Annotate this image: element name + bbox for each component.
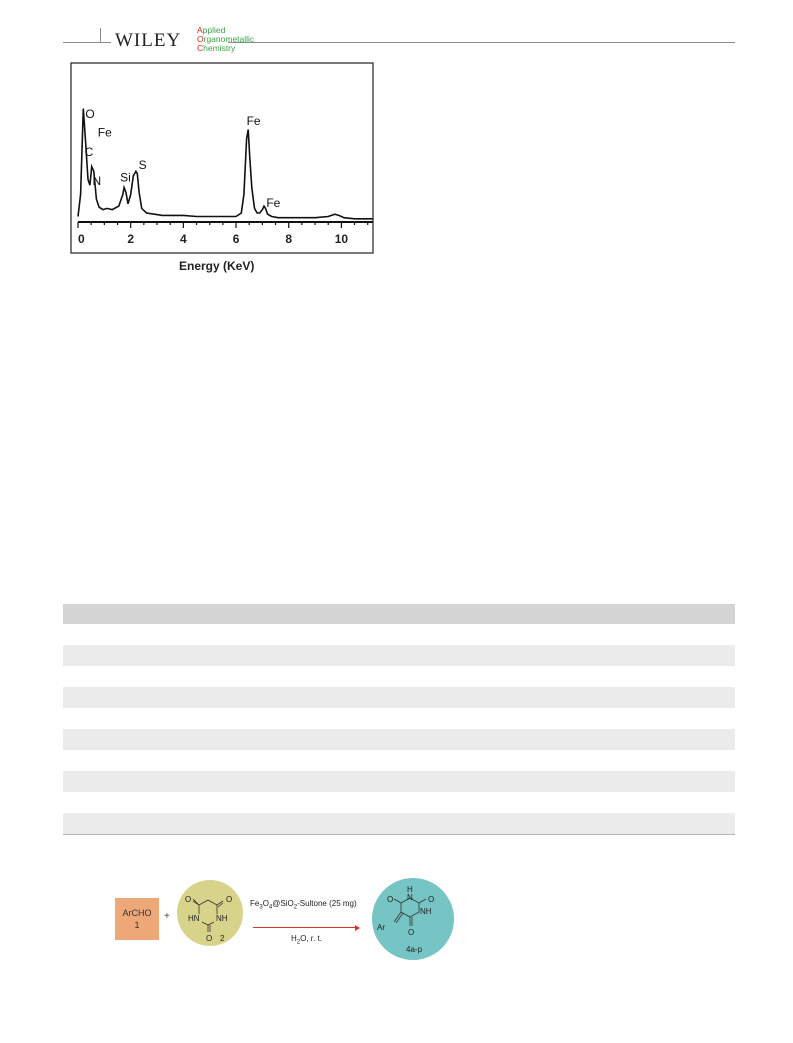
data-table <box>63 604 735 834</box>
atom-label: O <box>226 895 232 904</box>
reaction-arrow-head <box>355 924 360 931</box>
journal-line-3: Chemistry <box>197 43 236 53</box>
spectrum-line <box>77 108 373 220</box>
x-tick-label: 2 <box>127 232 134 246</box>
publisher-logo: WILEY <box>115 30 182 51</box>
atom-label: O <box>206 934 212 943</box>
barbituric-acid-structure: O O HN NH O 2 <box>185 895 232 943</box>
atom-label: N <box>407 893 413 902</box>
barbituric-acid-circle <box>177 880 243 946</box>
journal-logo: Applied Organometallic Chemistry <box>197 26 254 53</box>
x-axis-label: Energy (KeV) <box>179 259 255 273</box>
reaction-solvent-text: H2O, r. t. <box>291 934 322 946</box>
header-rule-left <box>63 42 111 43</box>
reactant-aldehyde-box: ArCHO 1 <box>115 898 159 940</box>
table-row <box>63 792 735 813</box>
atom-label: Ar <box>377 923 385 932</box>
table-row <box>63 750 735 771</box>
product-structure: O H N O NH Ar O 4a-p <box>377 885 434 954</box>
x-tick-label: 10 <box>335 232 349 246</box>
peak-label: N <box>92 174 101 188</box>
reaction-catalyst-text: Fe3O4@SiO2-Sultone (25 mg) <box>250 899 357 911</box>
peak-label: Fe <box>266 196 280 210</box>
table-row <box>63 813 735 834</box>
reaction-arrow <box>253 927 357 928</box>
atom-label: O <box>185 895 191 904</box>
atom-label: HN <box>188 914 200 923</box>
reactant-aldehyde-number: 1 <box>134 920 140 930</box>
atom-label: NH <box>216 914 228 923</box>
peak-label: C <box>85 145 94 159</box>
product-circle <box>372 878 454 960</box>
x-tick-label: 6 <box>233 232 240 246</box>
table-row <box>63 708 735 729</box>
edx-spectrum-chart: 0 2 4 6 8 10 O Fe C N Si S Fe Fe <box>70 62 374 254</box>
reactant-aldehyde-name: ArCHO <box>122 908 152 918</box>
table-row <box>63 624 735 645</box>
atom-label: O <box>387 895 393 904</box>
x-tick-label: 8 <box>285 232 292 246</box>
x-tick-label: 4 <box>180 232 187 246</box>
table-header-row <box>63 604 735 624</box>
header-rule-right <box>228 42 735 43</box>
plus-sign: + <box>164 911 170 922</box>
x-tick-label: 0 <box>78 232 85 246</box>
table-row <box>63 729 735 750</box>
atom-label: O <box>408 928 414 937</box>
table-row <box>63 771 735 792</box>
journal-line-2: Organometallic <box>197 34 255 44</box>
table-row <box>63 645 735 666</box>
journal-line-1: Applied <box>197 25 226 35</box>
table-row <box>63 687 735 708</box>
compound-number: 2 <box>220 934 225 943</box>
atom-label: H <box>407 885 413 894</box>
table-row <box>63 666 735 687</box>
peak-label: Si <box>120 171 131 185</box>
peak-label: S <box>139 158 147 172</box>
product-label: 4a-p <box>406 945 423 954</box>
peak-label: O <box>85 107 94 121</box>
header-tick <box>100 28 101 42</box>
table-bottom-rule <box>63 834 735 835</box>
atom-label: NH <box>420 907 432 916</box>
peak-label: Fe <box>247 114 261 128</box>
atom-label: O <box>428 895 434 904</box>
peak-label: Fe <box>98 125 112 139</box>
